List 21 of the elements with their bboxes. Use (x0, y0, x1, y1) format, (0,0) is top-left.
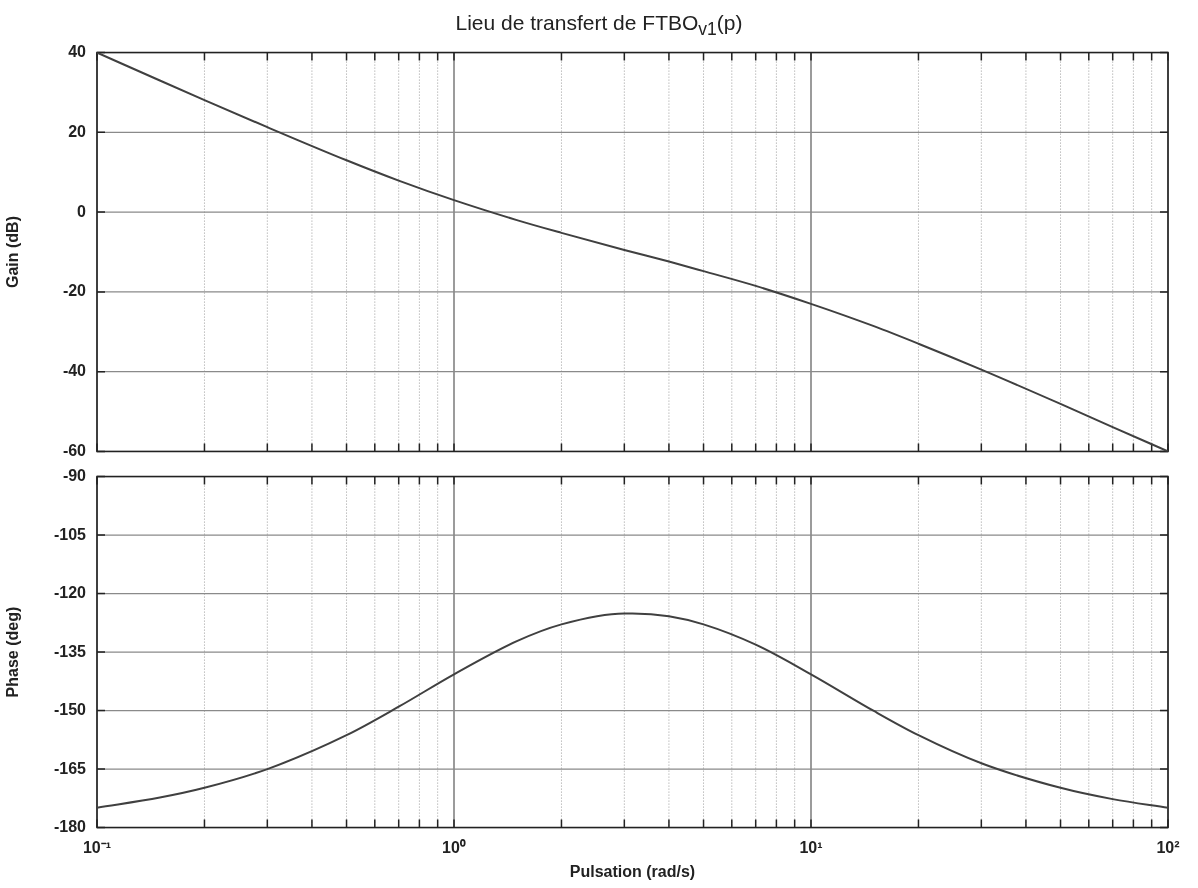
y-tick-label: -105 (53, 525, 87, 543)
y-tick-label: -90 (62, 467, 87, 485)
y-axis-title: Phase (deg) (4, 606, 22, 698)
chart-title: Lieu de transfert de FTBO$_{v1}$(p) (454, 10, 744, 40)
y-tick-label: -120 (53, 584, 87, 602)
y-tick-label: -20 (62, 282, 87, 300)
y-tick-label: 40 (68, 43, 87, 61)
y-tick-label: -40 (62, 362, 87, 380)
x-axis-title: Pulsation (rad/s) (569, 862, 696, 880)
y-tick-label: 20 (68, 122, 87, 140)
y-axis-title: Gain (dB) (4, 216, 22, 288)
x-tick-label: 10⁻¹ (82, 838, 112, 856)
x-tick-label: 10² (1156, 838, 1180, 856)
x-tick-label: 10¹ (799, 838, 823, 856)
y-tick-label: -180 (53, 818, 87, 836)
x-tick-label: 10⁰ (442, 838, 466, 856)
y-tick-label: 0 (77, 202, 87, 220)
y-tick-label: -150 (53, 701, 87, 719)
y-tick-label: -135 (53, 642, 87, 660)
y-tick-label: -60 (62, 441, 87, 459)
y-tick-label: -165 (53, 759, 87, 777)
